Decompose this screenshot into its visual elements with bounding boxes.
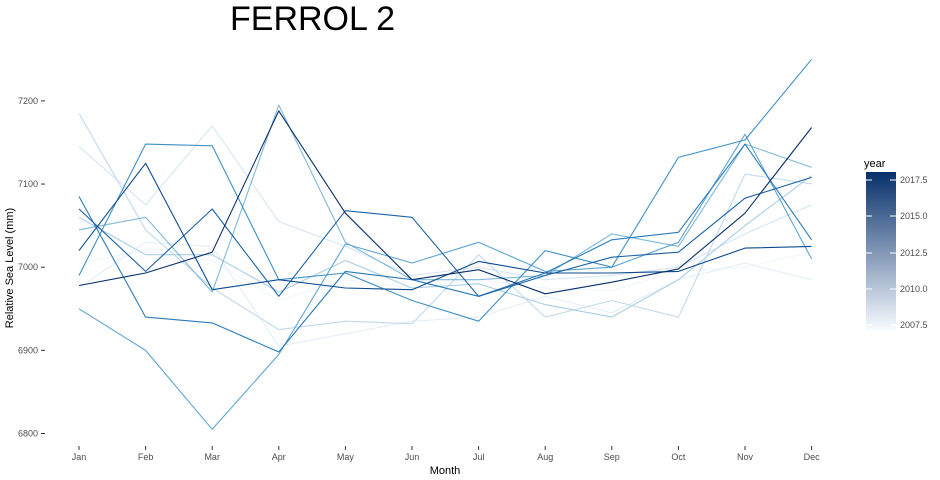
legend-colorbar (866, 172, 896, 330)
x-tick-label: Jul (473, 452, 485, 462)
series-line (78, 58, 813, 322)
series-line (78, 162, 812, 291)
x-axis-title: Month (430, 465, 461, 477)
chart-title: FERROL 2 (230, 0, 395, 38)
x-tick-label: Aug (537, 452, 553, 462)
legend-tick-label: 2007.5 (900, 320, 928, 330)
y-axis: 6800 6900 7000 7100 7200 (18, 96, 45, 439)
series-line (78, 104, 812, 293)
legend-tick-label: 2010.0 (900, 284, 928, 294)
series-line (78, 133, 813, 430)
series-line (78, 241, 812, 347)
x-tick-label: Oct (671, 452, 686, 462)
legend-tick-label: 2012.5 (900, 248, 928, 258)
x-tick-label: Jun (405, 452, 420, 462)
legend-title: year (864, 158, 886, 170)
y-tick-label: 7000 (18, 262, 38, 272)
x-tick-label: Mar (204, 452, 220, 462)
y-axis-title: Relative Sea Level (mm) (4, 208, 16, 328)
x-tick-label: Jan (72, 452, 87, 462)
x-axis: Jan Feb Mar Apr May Jun Jul Aug Sep Oct Nov Dec (72, 446, 820, 462)
x-tick-label: May (337, 452, 355, 462)
x-tick-label: Feb (138, 452, 154, 462)
x-tick-label: Apr (272, 452, 286, 462)
legend-ticks: 2017.5 2015.0 2012.5 2010.0 2007.5 (866, 175, 928, 330)
x-tick-label: Dec (804, 452, 821, 462)
y-tick-label: 7200 (18, 96, 38, 106)
legend-tick-label: 2017.5 (900, 175, 928, 185)
y-tick-label: 7100 (18, 179, 38, 189)
series-line (78, 110, 813, 295)
legend-tick-label: 2015.0 (900, 211, 928, 221)
y-tick-label: 6800 (18, 429, 38, 439)
x-tick-label: Sep (604, 452, 620, 462)
series-line (78, 143, 813, 353)
color-legend: year 2017.5 2015.0 2012.5 2010.0 2007.5 (864, 158, 928, 330)
series-lines (78, 58, 813, 430)
series-line (78, 113, 812, 331)
y-tick-label: 6900 (18, 345, 38, 355)
series-line (78, 175, 812, 318)
series-line (78, 125, 812, 281)
series-line (78, 176, 812, 297)
x-tick-label: Nov (737, 452, 754, 462)
